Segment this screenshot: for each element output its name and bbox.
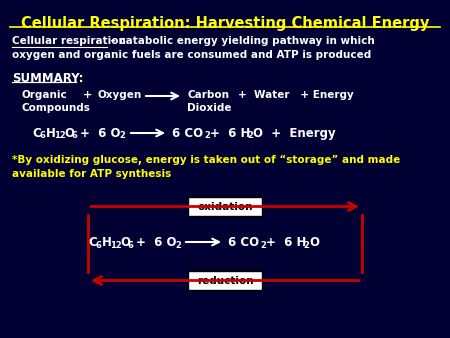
FancyBboxPatch shape [188, 271, 262, 290]
Text: 6: 6 [128, 241, 134, 250]
Text: 2: 2 [303, 241, 309, 250]
Text: 2: 2 [247, 131, 253, 140]
Text: O  +  Energy: O + Energy [253, 127, 336, 140]
Text: 12: 12 [110, 241, 122, 250]
Text: +  6 O: + 6 O [136, 236, 176, 248]
Text: 12: 12 [54, 131, 66, 140]
Text: H: H [102, 236, 112, 248]
Text: C: C [88, 236, 97, 248]
Text: 2: 2 [260, 241, 266, 250]
Text: +  6 O: + 6 O [80, 127, 121, 140]
Text: H: H [46, 127, 56, 140]
Text: C: C [32, 127, 41, 140]
Text: +  6 H: + 6 H [266, 236, 306, 248]
Text: 6 CO: 6 CO [228, 236, 259, 248]
Text: 6: 6 [72, 131, 78, 140]
Text: 2: 2 [204, 131, 210, 140]
Text: Carbon
Dioxide: Carbon Dioxide [187, 90, 231, 113]
Text: O: O [120, 236, 130, 248]
Text: *By oxidizing glucose, energy is taken out of “storage” and made
available for A: *By oxidizing glucose, energy is taken o… [12, 155, 400, 179]
Text: – catabolic energy yielding pathway in which: – catabolic energy yielding pathway in w… [107, 36, 375, 46]
Text: SUMMARY:: SUMMARY: [12, 72, 84, 85]
Text: O: O [309, 236, 319, 248]
FancyBboxPatch shape [188, 197, 262, 216]
Text: Oxygen: Oxygen [97, 90, 141, 100]
Text: reduction: reduction [197, 275, 253, 286]
Text: O: O [64, 127, 74, 140]
Text: +  Water   + Energy: + Water + Energy [238, 90, 354, 100]
Text: 2: 2 [175, 241, 181, 250]
Text: Cellular respiration: Cellular respiration [12, 36, 126, 46]
Text: oxidation: oxidation [197, 201, 253, 212]
Text: oxygen and organic fuels are consumed and ATP is produced: oxygen and organic fuels are consumed an… [12, 50, 371, 60]
Text: +  6 H: + 6 H [210, 127, 250, 140]
Text: Cellular Respiration: Harvesting Chemical Energy: Cellular Respiration: Harvesting Chemica… [21, 16, 429, 31]
Text: +: + [83, 90, 92, 100]
Text: 6: 6 [96, 241, 102, 250]
Text: 6: 6 [40, 131, 46, 140]
Text: 2: 2 [119, 131, 125, 140]
Text: Organic
Compounds: Organic Compounds [22, 90, 91, 113]
Text: 6 CO: 6 CO [172, 127, 203, 140]
